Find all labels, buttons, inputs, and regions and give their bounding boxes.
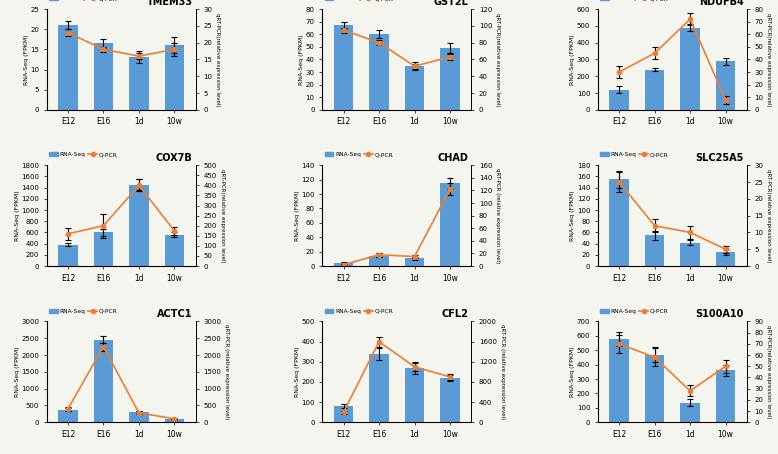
Bar [370, 34, 389, 110]
Y-axis label: qRT-PCR(relative expression level): qRT-PCR(relative expression level) [215, 13, 220, 106]
Bar [165, 45, 184, 110]
Bar [681, 242, 700, 266]
Y-axis label: qRT-PCR (relative expression level): qRT-PCR (relative expression level) [499, 324, 505, 419]
Bar [129, 185, 149, 266]
Y-axis label: qRT-PCR(relative expression level): qRT-PCR(relative expression level) [495, 13, 500, 106]
Y-axis label: qRT-PCR(relative expression level): qRT-PCR(relative expression level) [219, 169, 225, 262]
Legend: RNA-Seq, Q-PCR: RNA-Seq, Q-PCR [47, 306, 120, 316]
Bar [645, 69, 664, 110]
Bar [129, 412, 149, 422]
Legend: RNA-Seq, Q-PCR: RNA-Seq, Q-PCR [322, 306, 395, 316]
Y-axis label: RNA-Seq (FPKM): RNA-Seq (FPKM) [15, 190, 19, 241]
Bar [370, 354, 389, 422]
Y-axis label: qRT-PCR(relative expression level): qRT-PCR(relative expression level) [766, 325, 771, 419]
Bar [93, 43, 113, 110]
Bar [129, 58, 149, 110]
Legend: RNA-Seq, Q-PCR: RNA-Seq, Q-PCR [47, 0, 120, 4]
Y-axis label: RNA-Seq (FPKM): RNA-Seq (FPKM) [570, 34, 576, 85]
Text: S100A10: S100A10 [696, 310, 744, 320]
Text: CHAD: CHAD [437, 153, 468, 163]
Y-axis label: qRT-PCR(relative expression level): qRT-PCR(relative expression level) [766, 13, 771, 106]
Text: CFL2: CFL2 [441, 310, 468, 320]
Bar [440, 48, 460, 110]
Legend: RNA-Seq, Q-PCR: RNA-Seq, Q-PCR [322, 150, 395, 160]
Legend: RNA-Seq, Q-PCR: RNA-Seq, Q-PCR [598, 150, 671, 160]
Bar [681, 28, 700, 110]
Bar [58, 410, 78, 422]
Bar [93, 232, 113, 266]
Legend: RNA-Seq, Q-PCR: RNA-Seq, Q-PCR [598, 0, 671, 4]
Bar [58, 25, 78, 110]
Y-axis label: RNA-Seq (FPKM): RNA-Seq (FPKM) [570, 346, 576, 397]
Y-axis label: RNA-Seq (FPKM): RNA-Seq (FPKM) [570, 190, 576, 241]
Bar [405, 368, 424, 422]
Bar [405, 66, 424, 110]
Bar [609, 90, 629, 110]
Bar [334, 406, 353, 422]
Text: SLC25A5: SLC25A5 [696, 153, 744, 163]
Bar [440, 183, 460, 266]
Y-axis label: RNA-Seq (FPKM): RNA-Seq (FPKM) [23, 34, 29, 85]
Y-axis label: qRT-PCR (relative expression level): qRT-PCR (relative expression level) [495, 168, 500, 263]
Bar [609, 339, 629, 422]
Bar [681, 403, 700, 422]
Bar [440, 378, 460, 422]
Bar [716, 61, 735, 110]
Bar [370, 256, 389, 266]
Text: ACTC1: ACTC1 [157, 310, 193, 320]
Bar [716, 370, 735, 422]
Text: NDUFB4: NDUFB4 [699, 0, 744, 7]
Y-axis label: RNA-Seq (FPKM): RNA-Seq (FPKM) [300, 34, 304, 85]
Bar [165, 419, 184, 422]
Bar [93, 340, 113, 422]
Legend: RNA-Seq, Q-PCR: RNA-Seq, Q-PCR [598, 306, 671, 316]
Bar [405, 258, 424, 266]
Bar [645, 355, 664, 422]
Bar [716, 252, 735, 266]
Text: TMEM33: TMEM33 [146, 0, 193, 7]
Bar [334, 263, 353, 266]
Text: COX7B: COX7B [156, 153, 193, 163]
Legend: RNA-Seq, Q-PCR: RNA-Seq, Q-PCR [322, 0, 395, 4]
Bar [609, 179, 629, 266]
Bar [165, 235, 184, 266]
Y-axis label: qRT-PCR (relative expression level): qRT-PCR (relative expression level) [224, 324, 229, 419]
Y-axis label: RNA-Seq (FPKM): RNA-Seq (FPKM) [295, 190, 300, 241]
Text: GST2L: GST2L [433, 0, 468, 7]
Y-axis label: RNA-Seq (FPKM): RNA-Seq (FPKM) [15, 346, 19, 397]
Bar [645, 235, 664, 266]
Y-axis label: qRT-PCR(relative expression level): qRT-PCR(relative expression level) [766, 169, 771, 262]
Legend: RNA-Seq, Q-PCR: RNA-Seq, Q-PCR [47, 150, 120, 160]
Bar [334, 25, 353, 110]
Y-axis label: RNA-Seq (FPKM): RNA-Seq (FPKM) [295, 346, 300, 397]
Bar [58, 245, 78, 266]
